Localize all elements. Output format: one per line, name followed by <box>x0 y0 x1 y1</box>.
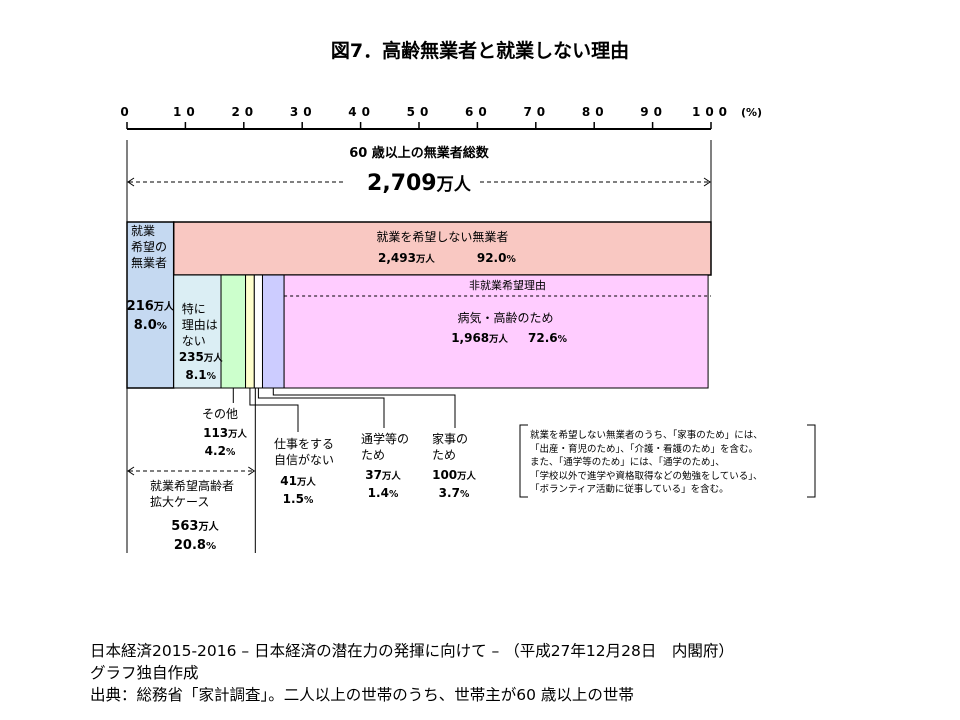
x-tick-label: 20 <box>231 105 258 119</box>
reason-none-value: 235万人 <box>179 350 223 364</box>
reason-other-label: その他 <box>202 407 238 421</box>
reason-confidence-percent: 1.5% <box>283 492 314 506</box>
seg-job-seeking-percent: 8.0% <box>134 318 167 333</box>
reason-school-label: ため <box>361 448 385 462</box>
x-tick-label: 70 <box>523 105 550 119</box>
reason-segment-1 <box>220 274 247 389</box>
reason-segment-3 <box>253 274 263 389</box>
leader-confidence <box>249 388 299 432</box>
leader-school <box>257 388 385 428</box>
reason-housework-percent: 3.7% <box>439 486 470 500</box>
page-title: 図7．高齢無業者と就業しない理由 <box>330 40 630 62</box>
reason-housework-label: ため <box>432 448 456 462</box>
reason-segment-2 <box>245 274 255 389</box>
reason-none-label: 理由は <box>182 318 218 332</box>
seg-job-seeking-label: 無業者 <box>131 255 167 270</box>
reason-school-percent: 1.4% <box>368 486 399 500</box>
seg-not-seeking-percent: 92.0% <box>477 251 517 265</box>
seg-job-seeking-label: 希望の <box>131 239 167 254</box>
seg-not-seeking-label: 就業を希望しない無業者 <box>376 229 508 244</box>
expanded-arrowhead-left <box>127 466 135 476</box>
reason-segment-5 <box>283 274 709 389</box>
expanded-case-label: 就業希望高齢者 <box>150 478 234 493</box>
seg-job-seeking-value: 216万人 <box>127 299 175 314</box>
footer-origin-line: 出典：総務省「家計調査」。二人以上の世帯のうち、世帯主が60 歳以上の世帯 <box>90 686 634 704</box>
reasons-label: 非就業希望理由 <box>469 278 546 292</box>
total-value: 2,709万人 <box>367 171 472 196</box>
reason-none-label: 特に <box>182 301 206 316</box>
bar-segment-not-seeking <box>172 221 712 276</box>
note-line: 「学校以外で進学や資格取得などの勉強をしている」、 <box>530 470 763 482</box>
reason-illness-label: 病気・高齢のため <box>458 310 554 325</box>
leader-housework <box>272 388 456 428</box>
reason-school-value: 37万人 <box>365 468 401 482</box>
x-tick-label: 30 <box>290 105 317 119</box>
x-tick-label: 80 <box>582 105 609 119</box>
footer-source-line: 日本経済2015-2016 – 日本経済の潜在力の発揮に向けて – （平成27年… <box>90 642 734 660</box>
footer-credit-line: グラフ独自作成 <box>90 664 199 682</box>
reason-illness-percent: 72.6% <box>528 331 568 345</box>
x-tick-label: 50 <box>407 105 434 119</box>
note-line: 就業を希望しない無業者のうち、「家事のため」には、 <box>530 430 763 441</box>
expanded-case-percent: 20.8% <box>174 538 216 553</box>
total-label: 60 歳以上の無業者総数 <box>349 145 490 161</box>
reason-confidence-value: 41万人 <box>280 474 316 488</box>
expanded-case-label: 拡大ケース <box>150 495 209 509</box>
note-box: 就業を希望しない無業者のうち、「家事のため」には、 「出産・育児のため」、「介護… <box>520 425 815 497</box>
reason-school-label: 通学等の <box>361 431 409 446</box>
reason-housework-value: 100万人 <box>432 468 476 482</box>
reason-other-value: 113万人 <box>203 426 247 440</box>
seg-not-seeking-value: 2,493万人 <box>378 251 435 265</box>
reason-other-percent: 4.2% <box>205 444 236 458</box>
note-line: 「ボランティア活動に従事している」を含む。 <box>530 484 729 495</box>
total-arrowhead-right <box>703 177 711 187</box>
reason-segment-4 <box>261 274 285 389</box>
note-bracket-right <box>807 424 816 498</box>
x-tick-label: 100 <box>692 105 732 119</box>
x-tick-label: 10 <box>173 105 200 119</box>
reason-none-label: ない <box>182 334 206 348</box>
reason-none-percent: 8.1% <box>185 368 216 382</box>
expanded-arrowhead-right <box>248 466 256 476</box>
x-tick-label: 0 <box>120 105 133 119</box>
x-tick-label: 40 <box>348 105 375 119</box>
reason-confidence-label: 仕事をする <box>274 437 334 451</box>
expanded-case-value: 563万人 <box>171 519 219 534</box>
reason-confidence-label: 自信がない <box>274 452 334 467</box>
x-unit-label: (%) <box>741 106 762 119</box>
reason-segment-0 <box>173 274 222 389</box>
note-bracket-left <box>519 424 528 498</box>
reason-housework-label: 家事の <box>432 431 468 446</box>
note-line: また、「通学等のため」には、「通学のため」、 <box>530 457 725 468</box>
x-tick-label: 60 <box>465 105 492 119</box>
total-arrowhead-left <box>127 177 135 187</box>
reason-illness-value: 1,968万人 <box>451 331 508 345</box>
seg-job-seeking-label: 就業 <box>131 224 155 238</box>
x-tick-label: 90 <box>640 105 667 119</box>
note-line: 「出産・育児のため」、「介護・看護のため」を含む。 <box>530 443 759 455</box>
footer: 日本経済2015-2016 – 日本経済の潜在力の発揮に向けて – （平成27年… <box>90 640 734 706</box>
